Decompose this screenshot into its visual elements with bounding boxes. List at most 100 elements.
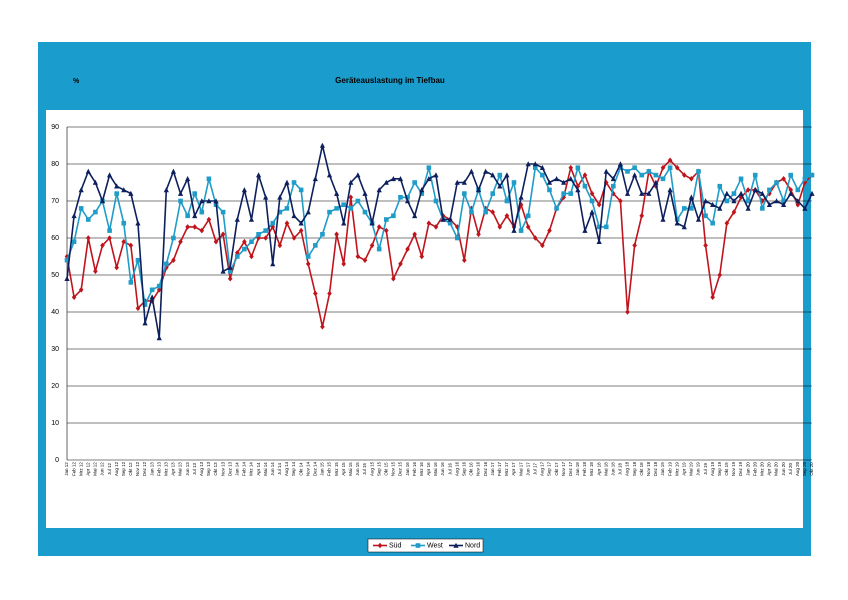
marker xyxy=(135,305,141,312)
x-tick-label: Feb 17 xyxy=(497,462,502,477)
marker xyxy=(660,176,666,182)
x-tick-label: Feb 16 xyxy=(412,462,417,477)
marker xyxy=(312,176,318,182)
marker xyxy=(688,194,694,200)
marker xyxy=(767,190,772,197)
x-tick-label: Jan 12 xyxy=(64,462,69,476)
marker xyxy=(632,165,637,170)
marker xyxy=(170,168,177,174)
marker xyxy=(532,161,538,167)
marker xyxy=(404,198,411,204)
marker xyxy=(568,164,574,171)
marker xyxy=(618,198,623,204)
marker xyxy=(121,220,127,226)
marker xyxy=(475,187,482,193)
x-tick-label: Aug 14 xyxy=(284,461,289,476)
marker xyxy=(795,198,801,204)
x-tick-label: Feb 18 xyxy=(582,462,587,477)
marker xyxy=(341,202,347,207)
marker xyxy=(164,261,169,267)
marker xyxy=(334,206,339,211)
x-tick-label: Aug 12 xyxy=(114,461,119,476)
marker xyxy=(632,242,637,249)
marker xyxy=(802,205,808,211)
marker xyxy=(156,283,162,289)
marker xyxy=(390,176,396,182)
x-tick-label: Mai 18 xyxy=(603,462,608,476)
marker xyxy=(398,261,403,267)
x-tick-label: Apr 17 xyxy=(511,462,516,476)
marker xyxy=(696,169,701,174)
x-tick-label: Okt 18 xyxy=(639,462,644,476)
marker xyxy=(781,198,786,204)
marker xyxy=(348,206,354,211)
marker xyxy=(433,198,439,204)
marker xyxy=(809,190,815,196)
x-tick-label: Mai 19 xyxy=(689,462,694,476)
marker xyxy=(596,238,602,244)
marker xyxy=(383,217,389,222)
marker xyxy=(327,290,332,297)
marker xyxy=(781,176,786,182)
marker xyxy=(738,176,744,182)
marker xyxy=(695,216,702,222)
marker xyxy=(553,176,560,182)
marker xyxy=(256,232,261,237)
y-tick-label: 60 xyxy=(51,235,59,242)
marker xyxy=(277,242,283,249)
marker xyxy=(603,168,609,174)
x-tick-label: Jun 13 xyxy=(185,462,190,476)
x-tick-label: Aug 20 xyxy=(795,461,800,476)
marker xyxy=(220,268,226,274)
marker xyxy=(724,198,730,204)
marker xyxy=(142,320,148,326)
marker xyxy=(461,179,467,185)
x-tick-label: Mai 13 xyxy=(178,462,183,476)
x-tick-label: Jan 16 xyxy=(405,462,410,476)
marker xyxy=(377,542,383,549)
marker xyxy=(617,161,624,167)
marker xyxy=(667,187,673,193)
marker xyxy=(320,232,325,237)
marker xyxy=(589,190,595,197)
y-axis-label: % xyxy=(73,78,80,85)
y-tick-label: 90 xyxy=(51,124,59,131)
marker xyxy=(674,164,680,171)
x-tick-label: Okt 16 xyxy=(469,462,474,476)
marker xyxy=(653,172,659,178)
x-tick-label: Apr 16 xyxy=(426,462,431,476)
marker xyxy=(568,191,574,196)
marker xyxy=(760,206,765,211)
marker xyxy=(525,224,531,230)
x-tick-label: Apr 20 xyxy=(767,462,772,476)
marker xyxy=(710,201,716,207)
marker xyxy=(646,169,652,174)
x-tick-label: Sep 14 xyxy=(291,461,296,476)
marker xyxy=(518,194,524,200)
marker xyxy=(624,190,631,196)
marker xyxy=(639,190,645,196)
marker xyxy=(660,216,666,222)
marker xyxy=(483,209,488,215)
series-line xyxy=(66,165,813,308)
marker xyxy=(326,172,333,178)
marker xyxy=(242,238,247,245)
marker xyxy=(291,213,297,219)
marker xyxy=(788,190,794,196)
x-tick-label: Aug 15 xyxy=(369,461,374,476)
y-tick-label: 40 xyxy=(51,309,59,316)
marker xyxy=(717,272,723,278)
marker xyxy=(114,264,119,271)
marker xyxy=(313,290,318,297)
marker xyxy=(611,183,616,189)
x-tick-label: Jun 12 xyxy=(100,462,105,476)
marker xyxy=(795,187,801,193)
x-tick-label: Apr 19 xyxy=(681,462,686,476)
x-tick-label: Mai 12 xyxy=(93,462,98,476)
marker xyxy=(163,187,169,193)
marker xyxy=(568,176,574,182)
marker xyxy=(710,220,715,226)
x-tick-label: Jul 16 xyxy=(447,463,452,476)
marker xyxy=(64,257,70,263)
x-tick-label: Mai 20 xyxy=(774,462,779,476)
